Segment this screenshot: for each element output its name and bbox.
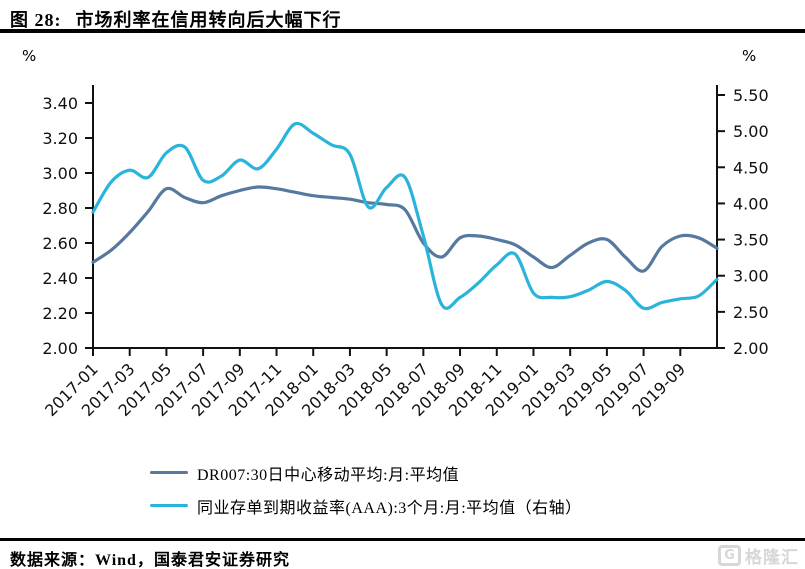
left-axis-tick-label: 3.00 [42, 164, 78, 183]
left-axis-tick-label: 2.20 [42, 304, 78, 323]
figure-title: 市场利率在信用转向后大幅下行 [75, 10, 342, 30]
chart-legend: DR007:30日中心移动平均:月:平均值 同业存单到期收益率(AAA):3个月… [150, 456, 582, 522]
legend-line-swatch-dr007 [150, 471, 188, 474]
legend-label-ncd: 同业存单到期收益率(AAA):3个月:月:平均值（右轴） [197, 499, 582, 517]
left-axis-tick-label: 2.00 [42, 339, 78, 358]
legend-line-swatch-ncd [150, 504, 188, 507]
left-axis-tick-label: 2.40 [42, 269, 78, 288]
left-axis-tick-label: 2.80 [42, 199, 78, 218]
right-axis-tick-label: 3.50 [733, 231, 769, 250]
right-axis-tick-label: 2.00 [733, 339, 769, 358]
right-axis-unit: % [742, 47, 757, 65]
right-axis-tick-label: 4.00 [733, 194, 769, 213]
legend-item-dr007: DR007:30日中心移动平均:月:平均值 [150, 456, 582, 489]
left-axis-tick-label: 3.40 [42, 94, 78, 113]
gelonghui-watermark-text: 格隆汇 [745, 548, 799, 568]
ncd-yield-series-line [91, 121, 719, 311]
figure-header: 图 28: 市场利率在信用转向后大幅下行 [10, 6, 342, 32]
left-axis-tick-label: 2.60 [42, 234, 78, 253]
gelonghui-watermark: G 格隆汇 [718, 543, 799, 568]
left-axis-tick-label: 3.20 [42, 129, 78, 148]
right-axis-tick-label: 3.00 [733, 267, 769, 286]
right-axis-tick-label: 5.00 [733, 122, 769, 141]
gelonghui-logo-icon: G [718, 545, 741, 566]
right-axis-tick-label: 5.50 [733, 86, 769, 105]
right-axis-tick-label: 2.50 [733, 303, 769, 322]
legend-label-dr007: DR007:30日中心移动平均:月:平均值 [197, 466, 460, 484]
dr007-series-line [91, 185, 719, 273]
right-axis-tick-label: 4.50 [733, 158, 769, 177]
left-axis-unit: % [22, 47, 37, 65]
data-source: 数据来源：Wind，国泰君安证券研究 [10, 552, 290, 569]
header-divider [0, 29, 805, 33]
figure-number: 图 28: [10, 10, 62, 30]
legend-item-ncd: 同业存单到期收益率(AAA):3个月:月:平均值（右轴） [150, 489, 582, 522]
footer-divider [0, 538, 805, 541]
